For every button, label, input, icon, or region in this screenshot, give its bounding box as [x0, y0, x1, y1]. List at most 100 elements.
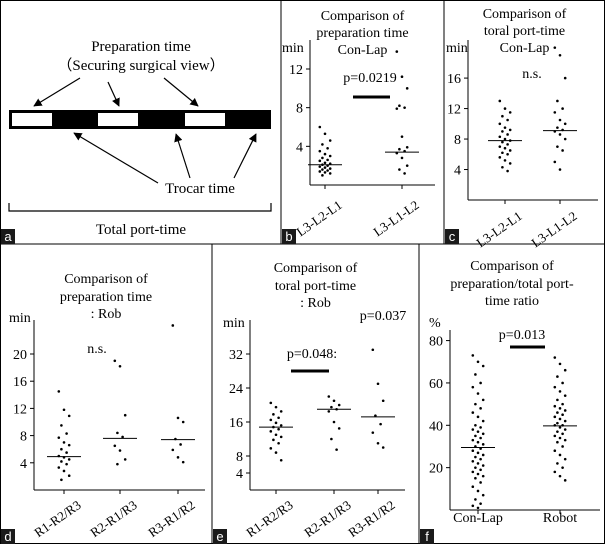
data-point: [171, 324, 175, 327]
data-point: [556, 430, 559, 433]
data-point: [327, 395, 331, 398]
data-point: [326, 158, 329, 162]
data-point: [65, 462, 68, 466]
data-point: [381, 446, 385, 449]
data-point: [328, 154, 332, 158]
data-point: [476, 451, 480, 455]
data-point: [274, 451, 278, 454]
data-point: [335, 448, 338, 451]
chart-title-line: time ratio: [485, 294, 539, 309]
panel-a-diagram: Preparation time （Securing surgical view…: [1, 39, 272, 244]
total-brace: [8, 203, 272, 212]
data-point: [556, 398, 559, 402]
data-point: [553, 385, 557, 389]
data-point: [121, 435, 124, 439]
data-point: [323, 161, 327, 165]
data-point: [476, 360, 480, 364]
data-point: [118, 449, 122, 452]
y-tick-label: 12: [447, 103, 461, 118]
data-point: [471, 470, 475, 474]
data-point: [274, 433, 278, 437]
data-point: [332, 399, 336, 403]
y-tick-label: 8: [296, 102, 303, 117]
data-point: [277, 427, 280, 431]
data-point: [376, 441, 380, 445]
preparation-time-subtitle: （Securing surgical view）: [57, 57, 224, 74]
annotation-label: p=0.037: [360, 309, 406, 324]
data-point: [321, 168, 324, 171]
data-point: [57, 390, 61, 393]
y-tick-label: 16: [13, 375, 27, 390]
data-point: [403, 172, 406, 175]
data-point: [269, 401, 273, 405]
arrow-trocar-2: [174, 133, 191, 179]
data-point: [498, 145, 502, 148]
data-point: [553, 434, 557, 438]
y-tick-label: 60: [429, 377, 443, 392]
data-point: [558, 118, 562, 122]
data-point: [558, 407, 562, 410]
data-point: [558, 474, 562, 478]
data-point: [60, 460, 63, 463]
data-point: [476, 462, 480, 465]
data-point: [60, 478, 63, 482]
data-point: [476, 440, 480, 444]
chart-title-line: Con-Lap: [500, 41, 550, 56]
data-point: [471, 354, 475, 357]
data-point: [269, 430, 273, 433]
data-point: [481, 453, 485, 457]
chart-title-line: Con-Lap: [338, 43, 388, 58]
data-point: [272, 438, 275, 442]
y-axis-label: %: [429, 316, 441, 331]
data-point: [471, 449, 475, 453]
data-point: [556, 99, 559, 103]
data-point: [503, 159, 507, 162]
data-point: [563, 137, 567, 141]
data-point: [561, 413, 564, 417]
data-point: [371, 348, 375, 352]
data-point: [269, 447, 273, 450]
chart-panel-f: Comparison of preparation/total port-time…: [420, 259, 600, 544]
data-point: [328, 139, 332, 142]
data-point: [474, 466, 477, 469]
panel-letter: f: [425, 529, 429, 544]
data-point: [279, 435, 283, 439]
data-point: [558, 417, 562, 421]
data-point: [328, 167, 332, 170]
data-point: [563, 438, 567, 442]
data-point: [474, 455, 477, 459]
panel-letter-box: [213, 529, 227, 544]
data-point: [563, 122, 567, 126]
y-tick-label: 12: [289, 63, 303, 78]
data-point: [561, 149, 564, 152]
data-point: [398, 168, 401, 171]
x-tick-label: Con-Lap: [453, 511, 503, 526]
data-point: [379, 422, 382, 426]
annotation-label: p=0.048:: [287, 347, 337, 362]
data-point: [381, 399, 385, 403]
x-tick-label: L3-L1-L2: [371, 197, 422, 239]
data-point: [65, 432, 68, 435]
data-point: [479, 436, 482, 440]
data-point: [479, 426, 482, 429]
data-point: [371, 431, 375, 434]
data-point: [123, 413, 127, 417]
data-point: [176, 456, 180, 459]
data-point: [508, 128, 512, 132]
data-point: [60, 447, 63, 451]
data-point: [561, 381, 564, 385]
data-point: [498, 99, 502, 103]
data-point: [498, 122, 502, 126]
annotation-label: n.s.: [87, 342, 106, 357]
chart-title-line: : Rob: [91, 307, 122, 322]
data-point: [476, 506, 480, 510]
data-point: [474, 423, 477, 427]
data-point: [563, 457, 567, 461]
panel-letter: d: [4, 529, 11, 544]
data-point: [337, 403, 341, 407]
data-point: [323, 132, 327, 136]
y-tick-label: 16: [447, 72, 461, 87]
data-point: [57, 466, 61, 469]
y-tick-label: 20: [13, 348, 27, 363]
data-point: [506, 152, 509, 156]
